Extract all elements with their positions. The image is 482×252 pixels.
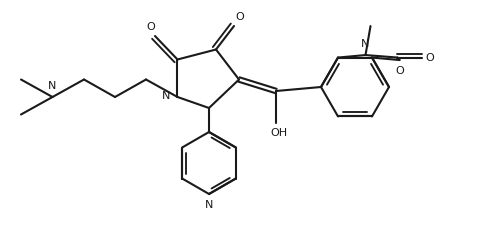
Text: O: O	[395, 66, 404, 76]
Text: N: N	[205, 200, 213, 210]
Text: O: O	[147, 22, 155, 32]
Text: N: N	[48, 81, 57, 91]
Text: OH: OH	[270, 128, 287, 138]
Text: N: N	[362, 39, 370, 49]
Text: N: N	[162, 91, 171, 101]
Text: O: O	[236, 12, 244, 22]
Text: O: O	[425, 53, 434, 62]
